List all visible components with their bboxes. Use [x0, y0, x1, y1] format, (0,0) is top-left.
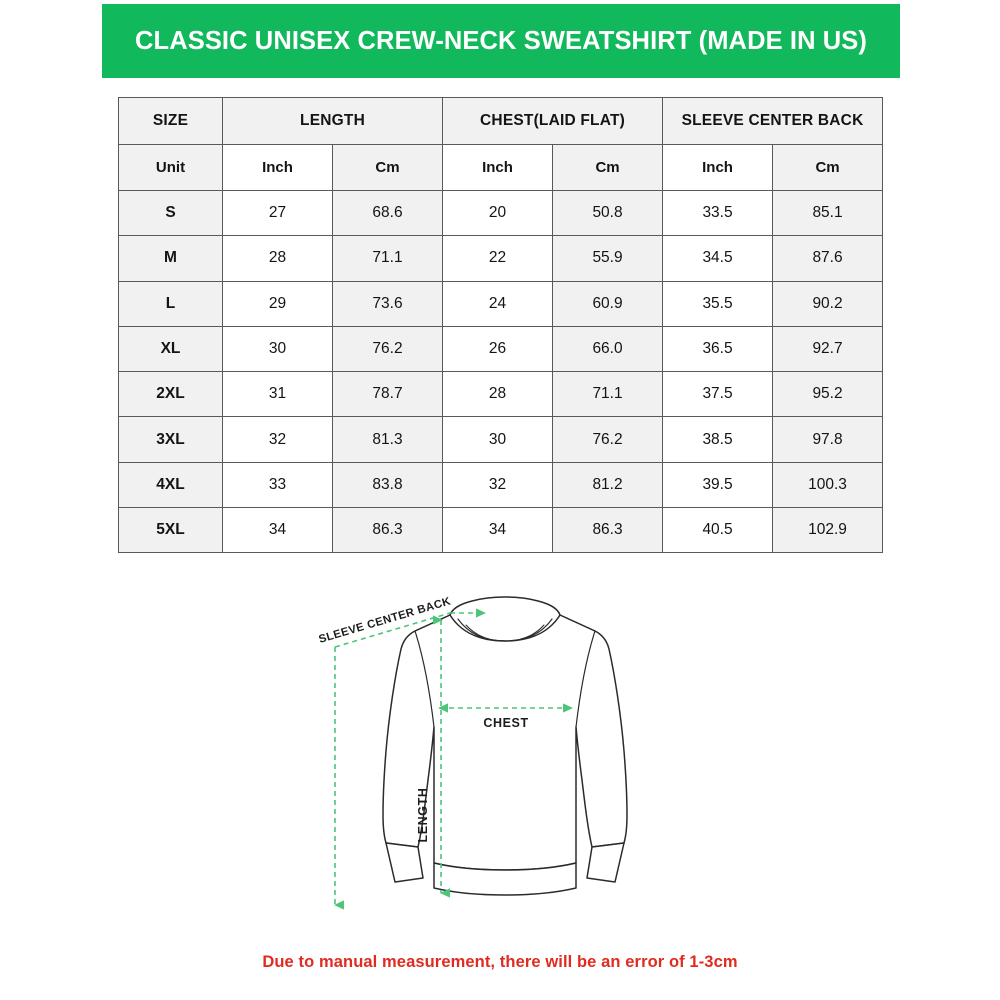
unit-chest-inch: Inch [442, 144, 554, 191]
cell-length-in: 34 [222, 507, 333, 554]
unit-sleeve-inch: Inch [662, 144, 774, 191]
table-unit-header-row: Unit Inch Cm Inch Cm Inch Cm [118, 144, 884, 191]
label-chest: CHEST [483, 716, 528, 730]
cell-chest-cm: 66.0 [552, 325, 664, 373]
page-title: CLASSIC UNISEX CREW-NECK SWEATSHIRT (MAD… [135, 26, 867, 55]
sweatshirt-outline [382, 596, 628, 896]
cell-sleeve-in: 36.5 [662, 325, 774, 373]
header-banner: CLASSIC UNISEX CREW-NECK SWEATSHIRT (MAD… [102, 4, 900, 78]
cell-length-cm: 71.1 [331, 235, 444, 282]
cell-length-in: 32 [222, 416, 333, 463]
cell-sleeve-cm: 100.3 [772, 461, 884, 509]
sweatshirt-measurement-diagram: SLEEVE CENTER BACK CHEST LENGTH [300, 575, 700, 935]
cell-size: S [118, 189, 223, 237]
cell-length-in: 30 [222, 325, 333, 373]
unit-length-inch: Inch [222, 144, 333, 191]
table-row: L 29 73.6 24 60.9 35.5 90.2 [118, 280, 884, 327]
unit-length-cm: Cm [331, 144, 444, 191]
unit-sleeve-cm: Cm [772, 144, 884, 191]
table-row: 5XL 34 86.3 34 86.3 40.5 102.9 [118, 507, 884, 554]
cell-sleeve-cm: 102.9 [772, 507, 884, 554]
guide-sleeve-diagonal [334, 612, 451, 648]
cell-length-in: 28 [222, 235, 333, 282]
size-chart-table: SIZE LENGTH CHEST(LAID FLAT) SLEEVE CENT… [118, 97, 884, 554]
cell-sleeve-in: 33.5 [662, 189, 774, 237]
column-header-sleeve: SLEEVE CENTER BACK [662, 97, 884, 145]
cell-length-in: 27 [222, 189, 333, 237]
cell-length-in: 33 [222, 461, 333, 509]
cell-sleeve-cm: 87.6 [772, 235, 884, 282]
table-row: XL 30 76.2 26 66.0 36.5 92.7 [118, 325, 884, 373]
cell-length-cm: 68.6 [331, 189, 444, 237]
cell-chest-in: 30 [442, 416, 554, 463]
cell-sleeve-cm: 85.1 [772, 189, 884, 237]
cell-sleeve-in: 35.5 [662, 280, 774, 327]
cell-chest-cm: 71.1 [552, 371, 664, 418]
cell-sleeve-in: 34.5 [662, 235, 774, 282]
cell-length-in: 31 [222, 371, 333, 418]
cell-chest-in: 20 [442, 189, 554, 237]
cell-chest-cm: 60.9 [552, 280, 664, 327]
table-row: 4XL 33 83.8 32 81.2 39.5 100.3 [118, 461, 884, 509]
table-row: 3XL 32 81.3 30 76.2 38.5 97.8 [118, 416, 884, 463]
cell-length-cm: 83.8 [331, 461, 444, 509]
column-header-chest: CHEST(LAID FLAT) [442, 97, 664, 145]
measurement-disclaimer: Due to manual measurement, there will be… [262, 953, 738, 971]
cell-size: 3XL [118, 416, 223, 463]
table-row: S 27 68.6 20 50.8 33.5 85.1 [118, 189, 884, 237]
unit-label: Unit [118, 144, 223, 191]
cell-length-cm: 76.2 [331, 325, 444, 373]
cell-chest-cm: 50.8 [552, 189, 664, 237]
cell-chest-cm: 76.2 [552, 416, 664, 463]
cell-sleeve-in: 40.5 [662, 507, 774, 554]
cell-length-cm: 81.3 [331, 416, 444, 463]
cell-chest-in: 32 [442, 461, 554, 509]
column-header-length: LENGTH [221, 97, 444, 145]
cell-chest-in: 24 [442, 280, 554, 327]
table-row: 2XL 31 78.7 28 71.1 37.5 95.2 [118, 371, 884, 418]
table-row: M 28 71.1 22 55.9 34.5 87.6 [118, 235, 884, 282]
cell-size: 2XL [118, 371, 223, 418]
cell-sleeve-cm: 95.2 [772, 371, 884, 418]
cell-sleeve-cm: 97.8 [772, 416, 884, 463]
table-group-header-row: SIZE LENGTH CHEST(LAID FLAT) SLEEVE CENT… [118, 97, 884, 145]
table-body: S 27 68.6 20 50.8 33.5 85.1 M 28 71.1 22… [118, 189, 884, 554]
cell-chest-cm: 86.3 [552, 507, 664, 554]
cell-size: M [118, 235, 223, 282]
cell-size: 4XL [118, 461, 223, 509]
cell-chest-in: 34 [442, 507, 554, 554]
cell-size: 5XL [118, 507, 223, 554]
cell-chest-cm: 81.2 [552, 461, 664, 509]
cell-chest-in: 28 [442, 371, 554, 418]
cell-size: L [118, 280, 223, 327]
cell-sleeve-in: 38.5 [662, 416, 774, 463]
cell-chest-in: 26 [442, 325, 554, 373]
cell-sleeve-cm: 90.2 [772, 280, 884, 327]
cell-length-cm: 73.6 [331, 280, 444, 327]
cell-sleeve-in: 39.5 [662, 461, 774, 509]
cell-chest-cm: 55.9 [552, 235, 664, 282]
measurement-guides [334, 608, 573, 910]
column-header-size: SIZE [118, 97, 223, 145]
label-length: LENGTH [416, 788, 430, 843]
cell-length-in: 29 [222, 280, 333, 327]
cell-chest-in: 22 [442, 235, 554, 282]
cell-length-cm: 86.3 [331, 507, 444, 554]
cell-sleeve-in: 37.5 [662, 371, 774, 418]
cell-sleeve-cm: 92.7 [772, 325, 884, 373]
unit-chest-cm: Cm [552, 144, 664, 191]
cell-length-cm: 78.7 [331, 371, 444, 418]
cell-size: XL [118, 325, 223, 373]
